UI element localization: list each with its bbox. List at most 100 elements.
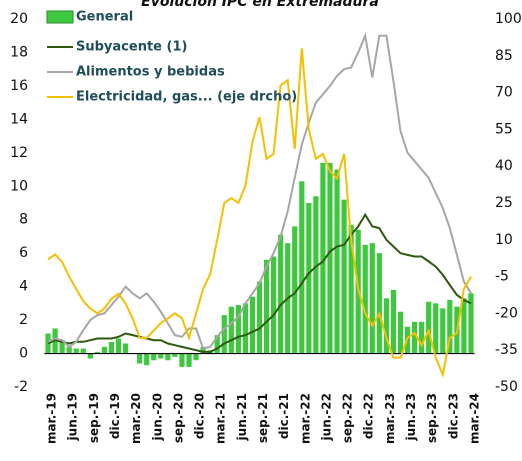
bar — [66, 346, 72, 354]
bar — [447, 300, 453, 354]
bar — [397, 311, 404, 354]
bar — [292, 226, 298, 354]
x-tick-label: dic.-23 — [446, 393, 460, 439]
y-tick-label: 20 — [10, 11, 28, 27]
bar — [73, 348, 79, 354]
bar — [108, 341, 115, 354]
x-tick-label: jun.-21 — [235, 393, 249, 441]
y-tick-label: -2 — [14, 379, 28, 395]
legend-label: Alimentos y bebidas — [76, 65, 225, 80]
bar — [59, 340, 65, 354]
bar — [313, 196, 319, 354]
bar — [249, 296, 256, 354]
bar — [320, 162, 326, 354]
line-series — [47, 32, 472, 350]
x-tick-label: dic.-20 — [193, 393, 207, 439]
y2-tick-label: 85 — [495, 48, 513, 64]
x-tick-label: mar.-20 — [129, 393, 143, 444]
chart-title: Evolución IPC en Extremadura — [141, 0, 379, 10]
y2-tick-label: -35 — [495, 342, 518, 358]
bar — [80, 348, 86, 354]
legend-label: Electricidad, gas... (eje drcho) — [76, 90, 297, 105]
x-tick-label: jun.-20 — [150, 393, 164, 441]
x-tick-label: jun.-22 — [319, 393, 333, 441]
x-tick-label: mar.-23 — [383, 393, 397, 444]
y2-tick-label: -5 — [495, 269, 509, 285]
bar — [270, 256, 277, 354]
bar — [158, 353, 164, 359]
bar — [362, 244, 368, 354]
bar — [214, 335, 220, 354]
bar — [468, 293, 474, 354]
y-tick-label: 12 — [10, 145, 28, 161]
bar — [165, 353, 171, 361]
bar — [419, 321, 425, 354]
y-tick-label: 14 — [10, 111, 28, 127]
bar — [122, 343, 129, 354]
bar — [172, 353, 178, 357]
x-tick-label: sep.-21 — [256, 393, 270, 443]
bar — [369, 243, 375, 354]
bar — [151, 353, 157, 361]
y2-tick-label: -20 — [495, 305, 518, 321]
legend-label: General — [76, 10, 133, 25]
x-tick-label: jun.-19 — [66, 393, 80, 441]
y-tick-label: 0 — [19, 346, 28, 362]
y-tick-label: 18 — [10, 44, 28, 60]
y2-tick-label: 25 — [495, 195, 513, 211]
x-tick-label: sep.-23 — [425, 393, 439, 443]
bar — [390, 289, 397, 354]
x-tick-label: sep.-20 — [171, 393, 185, 443]
y-tick-label: 10 — [10, 178, 28, 194]
bar — [137, 353, 143, 364]
x-tick-label: mar.-19 — [45, 393, 59, 444]
y2-tick-label: 70 — [495, 85, 513, 101]
y2-tick-label: 40 — [495, 158, 513, 174]
bar — [193, 353, 199, 361]
bar — [242, 303, 249, 354]
bar — [94, 351, 100, 354]
bar — [299, 181, 305, 354]
bar — [461, 298, 467, 354]
bar — [348, 224, 354, 354]
y2-tick-label: 100 — [495, 11, 522, 27]
bar — [433, 303, 439, 354]
bar — [200, 346, 206, 354]
x-tick-label: mar.-22 — [298, 393, 312, 444]
y2-tick-label: 10 — [495, 232, 513, 248]
bar — [440, 308, 446, 354]
legend-swatch — [46, 10, 74, 24]
bar — [376, 253, 382, 354]
legend-label: Subyacente (1) — [76, 40, 187, 55]
y2-tick-label: -50 — [495, 379, 518, 395]
bar — [263, 259, 270, 354]
bar — [186, 353, 192, 367]
bar — [341, 199, 347, 354]
bar — [235, 305, 241, 354]
bar — [87, 353, 93, 359]
bar — [327, 162, 333, 354]
x-tick-label: dic.-22 — [362, 393, 376, 439]
x-tick-label: dic.-19 — [108, 393, 122, 439]
y-tick-label: 16 — [10, 78, 28, 94]
bar — [426, 301, 432, 354]
bar — [144, 353, 150, 366]
bar — [101, 346, 108, 354]
y-tick-label: 2 — [19, 312, 28, 328]
bar — [256, 281, 263, 354]
x-tick-label: mar.-24 — [467, 393, 481, 444]
x-tick-label: sep.-19 — [87, 393, 101, 443]
line-series — [47, 212, 472, 353]
bar — [115, 338, 122, 354]
y-tick-label: 6 — [19, 245, 28, 261]
x-tick-label: dic.-21 — [277, 393, 291, 439]
bar — [411, 321, 418, 354]
bar — [221, 315, 227, 354]
bar — [228, 306, 234, 354]
x-tick-label: sep.-22 — [341, 393, 355, 443]
line-series — [47, 48, 472, 379]
y-tick-label: 4 — [19, 279, 28, 295]
x-tick-label: mar.-21 — [214, 393, 228, 444]
bar — [383, 298, 389, 354]
